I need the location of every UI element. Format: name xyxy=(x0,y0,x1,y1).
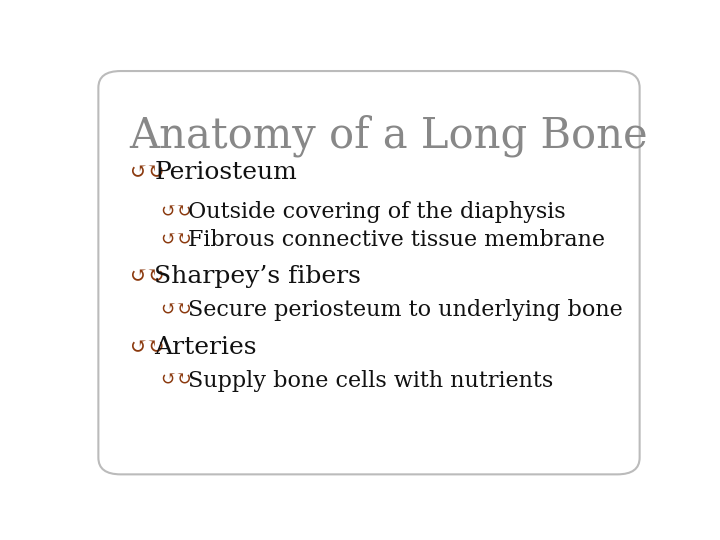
Text: Sharpey’s fibers: Sharpey’s fibers xyxy=(154,265,361,288)
Text: Fibrous connective tissue membrane: Fibrous connective tissue membrane xyxy=(188,230,605,251)
Text: Arteries: Arteries xyxy=(154,336,256,359)
FancyBboxPatch shape xyxy=(99,71,639,474)
Text: ↺↻: ↺↻ xyxy=(160,231,192,249)
Text: Secure periosteum to underlying bone: Secure periosteum to underlying bone xyxy=(188,299,622,321)
Text: Supply bone cells with nutrients: Supply bone cells with nutrients xyxy=(188,370,553,392)
Text: ↺↻: ↺↻ xyxy=(160,204,192,221)
Text: ↺↻: ↺↻ xyxy=(129,338,165,357)
Text: ↺↻: ↺↻ xyxy=(160,372,192,390)
Text: Outside covering of the diaphysis: Outside covering of the diaphysis xyxy=(188,201,565,224)
Text: ↺↻: ↺↻ xyxy=(160,301,192,319)
Text: Anatomy of a Long Bone: Anatomy of a Long Bone xyxy=(129,114,648,157)
Text: Periosteum: Periosteum xyxy=(154,161,297,184)
Text: ↺↻: ↺↻ xyxy=(129,164,165,183)
Text: ↺↻: ↺↻ xyxy=(129,267,165,286)
